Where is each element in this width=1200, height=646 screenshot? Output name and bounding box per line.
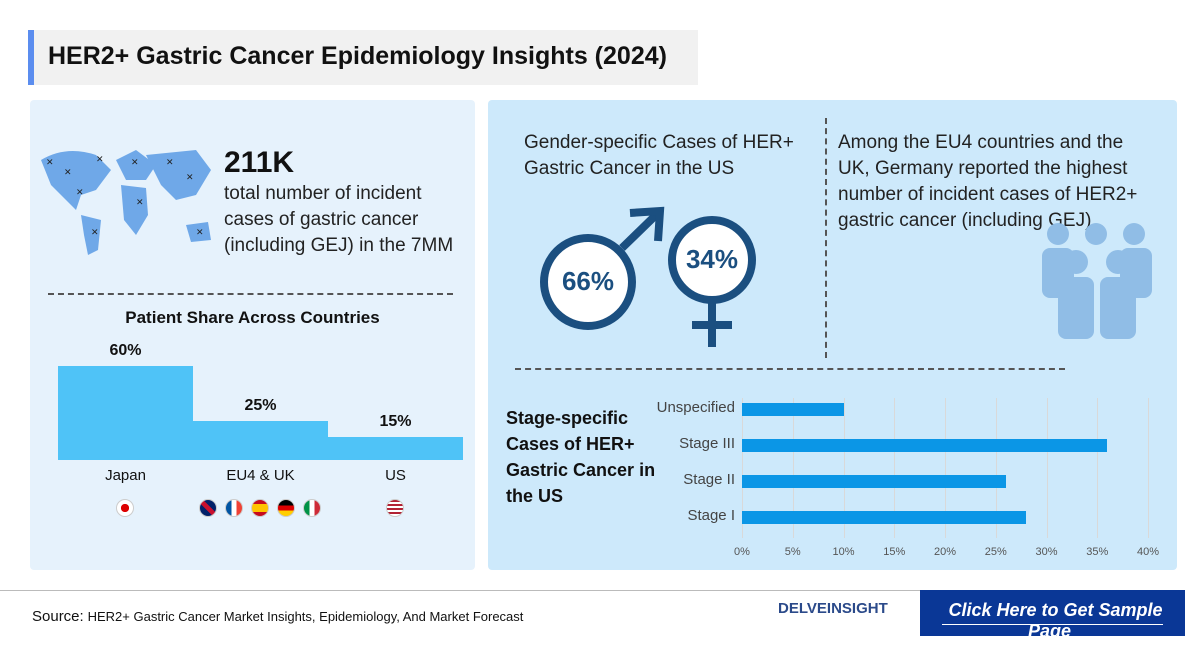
svg-text:✕: ✕ <box>96 154 104 164</box>
stage-bar <box>742 475 1006 488</box>
germany-text: Among the EU4 countries and the UK, Germ… <box>838 132 1138 231</box>
stage-bar <box>742 403 844 416</box>
y-category-label: Stage II <box>683 471 735 488</box>
grid-line <box>792 398 794 538</box>
gender-title: Gender-specific Cases of HER+ Gastric Ca… <box>524 132 794 179</box>
source-label: Source: <box>32 608 84 625</box>
stat-value: 211K <box>224 146 295 179</box>
x-tick-label: 35% <box>1086 546 1109 558</box>
divider <box>48 293 453 295</box>
grid-line <box>843 398 845 538</box>
category-label: US <box>385 467 406 484</box>
world-map-icon: ✕ ✕ ✕ ✕ ✕ ✕ ✕ ✕ ✕ ✕ <box>41 150 211 255</box>
divider <box>825 118 827 358</box>
sample-page-button[interactable]: Click Here to Get Sample Page <box>920 590 1185 646</box>
it-flag-icon <box>303 499 321 517</box>
grid-line <box>995 398 997 538</box>
stage-bar <box>742 511 1027 524</box>
x-tick-label: 15% <box>883 546 906 558</box>
category-label: Japan <box>105 467 146 484</box>
x-tick-label: 20% <box>933 546 957 558</box>
share-bar <box>328 436 463 460</box>
x-tick-label: 5% <box>784 546 801 558</box>
bar-value-label: 15% <box>379 412 412 430</box>
gender-icons <box>540 206 756 347</box>
x-tick-label: 30% <box>1035 546 1058 558</box>
male-icon <box>540 234 636 330</box>
de-flag-icon <box>277 499 295 517</box>
y-category-label: Stage I <box>687 507 735 524</box>
fr-flag-icon <box>225 499 243 517</box>
svg-text:✕: ✕ <box>131 157 139 167</box>
svg-text:✕: ✕ <box>136 197 144 207</box>
grid-line <box>1046 398 1048 538</box>
stat-text: total number of incident cases of gastri… <box>224 183 454 256</box>
svg-text:✕: ✕ <box>166 157 174 167</box>
grid-line <box>1097 398 1099 538</box>
svg-text:✕: ✕ <box>46 157 54 167</box>
svg-text:✕: ✕ <box>64 167 72 177</box>
stage-title: Stage-specific Cases of HER+ Gastric Can… <box>506 408 656 506</box>
bar-value-label: 25% <box>244 396 277 414</box>
grid-line <box>1148 398 1149 538</box>
cta-label: Click Here to Get Sample Page <box>942 600 1163 646</box>
us-flag-icon <box>386 499 404 517</box>
y-category-label: Stage III <box>679 435 735 452</box>
title-box: HER2+ Gastric Cancer Epidemiology Insigh… <box>28 30 698 85</box>
grid-line <box>945 398 946 538</box>
category-label: EU4 & UK <box>226 467 295 484</box>
svg-text:✕: ✕ <box>76 187 84 197</box>
svg-text:✕: ✕ <box>91 227 99 237</box>
footer-divider <box>0 590 920 591</box>
source-text: HER2+ Gastric Cancer Market Insights, Ep… <box>87 609 524 624</box>
grid-line <box>894 398 896 538</box>
jp-flag-icon <box>116 499 134 517</box>
bar-value-label: 60% <box>109 342 142 359</box>
people-group-icon <box>1042 223 1152 339</box>
share-bar <box>58 366 193 460</box>
grid-line <box>742 398 743 538</box>
source: Source: HER2+ Gastric Cancer Market Insi… <box>32 608 523 625</box>
female-pct: 34% <box>685 244 739 274</box>
x-tick-label: 25% <box>984 546 1007 558</box>
page-title: HER2+ Gastric Cancer Epidemiology Insigh… <box>48 42 667 70</box>
x-tick-label: 40% <box>1136 546 1160 558</box>
svg-text:✕: ✕ <box>186 172 194 182</box>
stage-bar <box>742 439 1108 452</box>
x-tick-label: 0% <box>734 546 750 558</box>
share-title: Patient Share Across Countries <box>125 308 380 327</box>
uk-flag-icon <box>199 499 217 517</box>
y-category-label: Unspecified <box>656 399 735 416</box>
svg-text:✕: ✕ <box>196 227 204 237</box>
share-bar <box>193 420 328 460</box>
divider <box>515 368 1065 370</box>
delveinsight-logo: DELVEINSIGHT <box>778 600 888 617</box>
x-tick-label: 10% <box>832 546 855 558</box>
male-pct: 66% <box>561 266 615 296</box>
es-flag-icon <box>251 499 269 517</box>
